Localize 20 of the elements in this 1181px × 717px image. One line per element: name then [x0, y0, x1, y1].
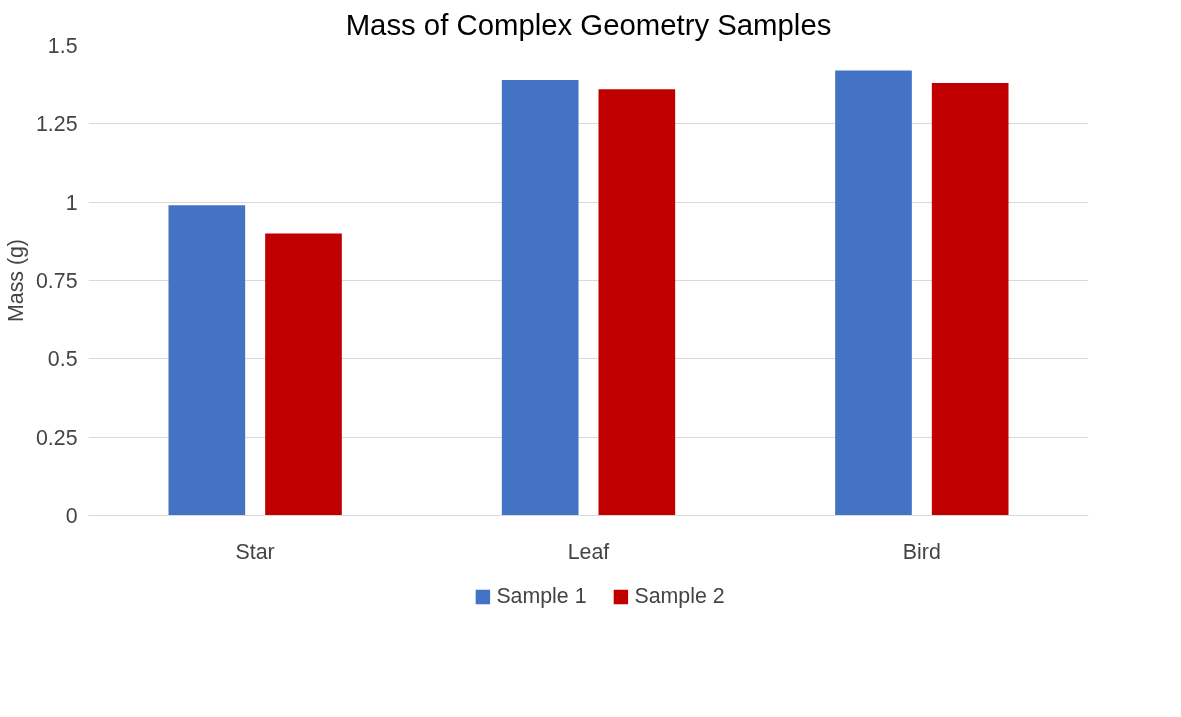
y-tick-label: 0.75 [35, 269, 78, 293]
bar [265, 233, 342, 516]
legend-label: Sample 2 [634, 583, 725, 609]
y-tick-label: 0.25 [35, 425, 78, 450]
legend-label: Sample 1 [496, 583, 587, 609]
y-tick-label: 0 [65, 504, 78, 528]
y-tick-label: 1 [65, 190, 78, 215]
x-tick-label: Bird [902, 539, 941, 564]
bar [598, 89, 676, 516]
bar [168, 205, 246, 516]
y-axis-title: Mass (g) [3, 239, 28, 322]
x-tick-label: Star [235, 539, 275, 564]
y-tick-label: 0.5 [47, 347, 78, 372]
chart-title: Mass of Complex Geometry Samples [345, 7, 832, 41]
y-tick-label: 1.5 [47, 34, 78, 58]
y-tick-label: 1.25 [35, 112, 78, 137]
bar [501, 79, 579, 516]
x-tick-label: Leaf [567, 539, 610, 564]
bar [835, 70, 912, 516]
bar [931, 83, 1009, 516]
